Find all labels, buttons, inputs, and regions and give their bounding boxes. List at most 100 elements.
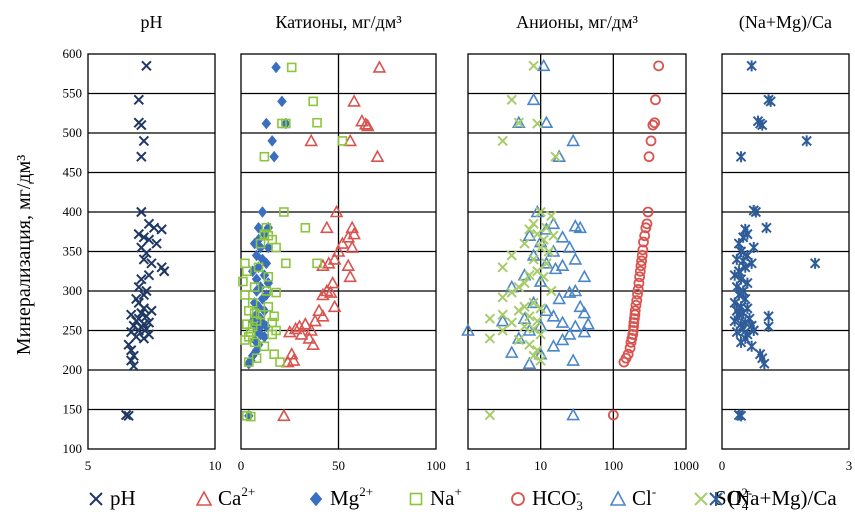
data-point — [133, 325, 145, 336]
data-point — [341, 230, 356, 243]
data-point — [546, 210, 557, 222]
data-point — [642, 206, 654, 218]
legend-item-cl: Cl- — [609, 484, 656, 510]
data-point — [316, 287, 330, 301]
data-point — [281, 258, 291, 269]
data-point — [263, 271, 274, 282]
data-point — [528, 254, 539, 265]
series-na — [238, 62, 348, 422]
data-point — [156, 224, 167, 235]
data-point — [306, 337, 321, 351]
legend-label: Na+ — [430, 484, 462, 510]
data-point — [138, 232, 150, 243]
data-point — [533, 347, 548, 360]
data-point — [261, 286, 272, 296]
legend-marker — [195, 490, 213, 506]
data-point — [240, 290, 250, 300]
data-point — [513, 305, 524, 316]
data-point — [513, 334, 524, 346]
data-point — [548, 230, 559, 241]
data-point — [125, 345, 137, 356]
data-point — [327, 299, 342, 313]
data-point — [735, 410, 747, 422]
data-point — [269, 311, 279, 322]
data-point — [269, 150, 279, 163]
data-point — [524, 269, 535, 281]
chart-panel: (Na+Mg)/Ca 0 3 — [719, 12, 853, 473]
data-point — [308, 96, 318, 107]
data-point — [628, 321, 639, 332]
data-point — [729, 269, 740, 281]
x-tick-label: 100 — [604, 458, 624, 473]
data-point — [629, 309, 641, 321]
data-point — [286, 62, 297, 73]
data-point — [251, 273, 262, 286]
data-point — [636, 255, 648, 267]
data-point — [562, 240, 577, 253]
data-point — [133, 94, 145, 106]
data-point — [300, 223, 311, 233]
y-tick-label: 500 — [63, 125, 83, 140]
data-point — [497, 135, 508, 147]
data-point — [337, 136, 348, 146]
data-point — [735, 336, 747, 348]
data-point — [632, 284, 644, 295]
data-point — [267, 135, 278, 147]
data-point — [329, 204, 344, 218]
data-point — [639, 230, 651, 242]
data-point — [304, 133, 319, 147]
data-point — [136, 151, 147, 162]
data-point — [495, 313, 510, 327]
legend-label: Mg2+ — [330, 484, 373, 510]
chart-panels: pH5 10100150200250300350400450500550600Ка… — [63, 12, 853, 473]
legend-label: pH — [110, 486, 136, 510]
data-point — [629, 313, 640, 325]
data-point — [319, 220, 334, 234]
data-point — [316, 258, 330, 272]
data-point — [737, 231, 749, 243]
data-point — [513, 281, 524, 293]
data-point — [238, 276, 248, 287]
data-point — [143, 269, 155, 281]
data-point — [801, 135, 812, 147]
x-tick-label: 3 — [846, 458, 853, 473]
data-point — [555, 258, 570, 272]
data-point — [526, 92, 541, 106]
data-point — [513, 117, 524, 128]
y-tick-label: 300 — [63, 283, 83, 298]
y-tick-label: 400 — [63, 204, 83, 219]
data-point — [251, 249, 262, 262]
data-point — [261, 117, 272, 130]
data-point — [625, 336, 637, 348]
data-point — [308, 313, 322, 327]
x-tick-label: 1 — [465, 458, 472, 473]
data-point — [302, 331, 317, 344]
data-point — [325, 275, 340, 289]
data-point — [528, 350, 539, 361]
data-point — [573, 220, 588, 234]
data-point — [259, 151, 270, 162]
data-point — [271, 61, 281, 74]
data-point — [138, 135, 150, 147]
legend-item-so4: SO42- — [694, 485, 752, 513]
data-point — [316, 309, 330, 322]
data-point — [634, 271, 646, 283]
data-point — [347, 94, 361, 107]
data-point — [327, 252, 342, 265]
data-point — [643, 151, 655, 163]
data-point — [573, 299, 588, 313]
data-point — [555, 315, 570, 328]
data-point — [123, 410, 134, 422]
data-point — [809, 257, 821, 269]
data-point — [249, 337, 260, 348]
data-point — [253, 262, 264, 273]
data-point — [312, 258, 322, 269]
legend: pH Ca2+ Mg2+ Na+ HCO3- Cl- SO42-(Na+Mg)/Ca — [89, 484, 837, 513]
data-point — [277, 408, 291, 422]
y-tick-label: 450 — [63, 165, 83, 180]
data-point — [280, 354, 295, 368]
data-point — [279, 207, 289, 217]
data-point — [632, 288, 643, 300]
y-tick-label: 200 — [63, 362, 83, 377]
panel-title: Катионы, мг/дм³ — [275, 12, 402, 32]
